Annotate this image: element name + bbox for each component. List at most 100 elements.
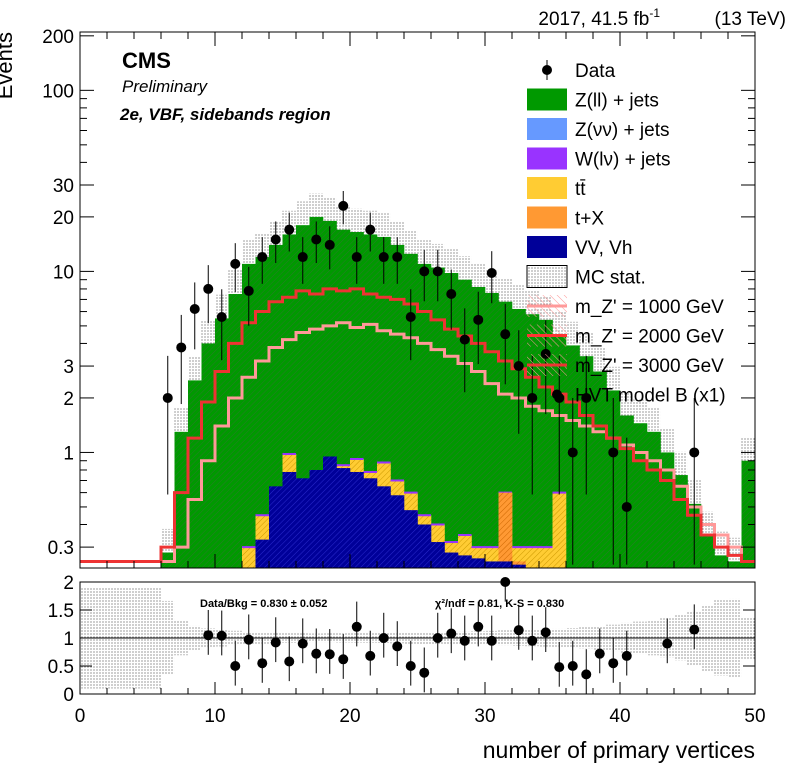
y-tick-label: 0.3	[48, 538, 74, 559]
ratio-point	[527, 635, 538, 646]
ratio-point	[621, 650, 632, 661]
zll-bar	[458, 279, 472, 568]
data-point	[581, 392, 592, 403]
wln-bar	[282, 453, 296, 456]
x-tick-label: 10	[204, 706, 225, 727]
zll-bar	[444, 272, 459, 568]
legend-label: t+X	[575, 209, 604, 230]
vv-bar	[296, 478, 310, 568]
data-point	[243, 285, 254, 296]
zll-bar	[417, 263, 432, 568]
ratio-point	[689, 624, 700, 635]
legend-label: Data	[575, 61, 616, 82]
vv-bar	[269, 486, 283, 568]
data-point	[176, 342, 187, 353]
data-point	[405, 311, 416, 322]
legend-swatch	[527, 236, 567, 258]
y-tick-label: 200	[42, 27, 74, 48]
zll-bar	[539, 319, 553, 568]
zll-bar	[242, 263, 256, 568]
ratio-point	[540, 627, 551, 638]
ratio-point	[216, 630, 227, 641]
vv-bar	[282, 471, 297, 568]
ratio-point	[338, 654, 349, 665]
ratio-point	[486, 635, 497, 646]
zll-bar	[228, 294, 243, 568]
ratio-point	[662, 638, 673, 649]
data-point	[446, 289, 457, 300]
legend-swatch	[527, 147, 567, 170]
data-point	[689, 447, 700, 458]
ratio-chi2-text: χ²/ndf = 0.81, K-S = 0.830	[435, 598, 564, 610]
vv-bar	[377, 486, 391, 568]
legend-swatch	[527, 206, 567, 229]
vv-bar	[471, 558, 486, 568]
zll-bar	[633, 423, 648, 568]
zll-bar	[512, 308, 526, 568]
tt-bar	[525, 547, 540, 568]
vv-bar	[458, 555, 472, 568]
tt-bar	[539, 547, 553, 568]
energy-label: (13 TeV)	[715, 9, 786, 30]
ratio-point	[243, 634, 254, 645]
ratio-point	[432, 633, 443, 643]
legend-mcstat-swatch	[526, 265, 568, 288]
zll-bar	[404, 253, 418, 568]
vv-bar	[431, 542, 445, 568]
ratio-point	[311, 648, 322, 659]
data-point	[297, 252, 308, 263]
y-tick-label: 30	[53, 176, 74, 197]
y-tick-label: 10	[53, 262, 74, 283]
data-point	[392, 252, 403, 263]
ratio-point	[405, 661, 416, 671]
zll-bar	[714, 555, 729, 568]
legend-label: Z(νν) + jets	[575, 120, 669, 141]
data-point	[284, 224, 295, 235]
data-point	[527, 392, 538, 403]
legend-swatch	[527, 88, 567, 111]
wln-bar	[485, 546, 499, 549]
ratio-y-tick-label: 2	[63, 573, 74, 594]
legend-label: HVT model B (x1)	[575, 386, 726, 407]
legend-label: m_Z' = 3000 GeV	[575, 356, 724, 377]
ratio-point	[297, 638, 308, 649]
lumi-label: 2017, 41.5 fb-1	[538, 6, 660, 30]
legend-label: m_Z' = 1000 GeV	[575, 297, 724, 318]
zll-bar	[188, 380, 202, 568]
data-point	[419, 266, 430, 277]
y-tick-label: 100	[42, 81, 74, 102]
zll-bar	[593, 371, 607, 568]
zll-bar	[485, 292, 499, 568]
zll-bar	[431, 267, 445, 568]
region-label: 2e, VBF, sidebands region	[119, 105, 331, 124]
ratio-point	[419, 667, 430, 678]
vv-bar	[336, 468, 351, 568]
legend-label: m_Z' = 2000 GeV	[575, 327, 724, 348]
wln-bar	[404, 491, 418, 494]
vv-bar	[390, 495, 405, 568]
y-tick-label: 20	[53, 208, 74, 229]
data-point	[189, 303, 200, 314]
x-tick-label: 0	[75, 706, 86, 727]
data-point	[216, 311, 227, 322]
data-point	[378, 252, 389, 263]
ratio-point	[230, 661, 241, 671]
data-point	[338, 200, 349, 211]
data-point	[351, 252, 362, 263]
y-tick-label: 3	[63, 357, 74, 378]
legend-label: tt̄	[575, 179, 586, 200]
signal-1000-line	[80, 321, 755, 563]
legend-label: W(lν) + jets	[575, 150, 671, 171]
data-point	[459, 334, 470, 345]
data-point	[257, 252, 268, 263]
vv-bar	[404, 510, 418, 568]
x-tick-label: 30	[474, 706, 495, 727]
mc-stat-bin	[728, 537, 742, 568]
data-point	[270, 234, 281, 245]
y-tick-label: 2	[63, 389, 74, 410]
data-point	[162, 392, 173, 403]
vv-bar	[417, 524, 432, 568]
zll-bar	[201, 343, 216, 568]
ratio-point	[608, 658, 619, 669]
